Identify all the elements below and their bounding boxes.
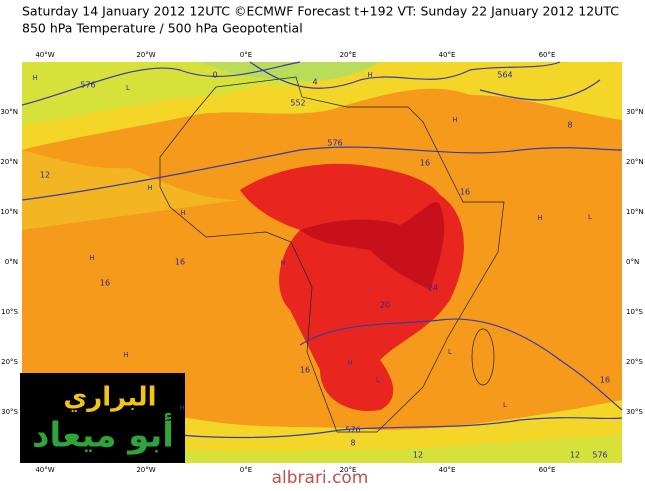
contour-label: 564 bbox=[497, 71, 512, 80]
pressure-center: H bbox=[347, 359, 352, 367]
coastline bbox=[159, 76, 505, 433]
pressure-center: L bbox=[448, 348, 452, 356]
pressure-center: H bbox=[280, 259, 285, 267]
contour-label: 576 bbox=[345, 426, 360, 435]
pressure-center: L bbox=[588, 213, 592, 221]
contour-label: 4 bbox=[312, 78, 317, 87]
pressure-center: H bbox=[89, 254, 94, 262]
title-line1: Saturday 14 January 2012 12UTC ©ECMWF Fo… bbox=[22, 4, 619, 19]
contour-label: 16 bbox=[420, 159, 430, 168]
latitude-label: 30°S bbox=[626, 408, 643, 416]
contour-line bbox=[299, 318, 623, 411]
contour-label: 8 bbox=[350, 439, 355, 448]
latitude-label: 20°S bbox=[626, 358, 643, 366]
pressure-center: L bbox=[503, 401, 507, 409]
latitude-label: 10°N bbox=[626, 208, 644, 216]
contour-label: 16 bbox=[300, 366, 310, 375]
logo-box bbox=[20, 373, 185, 463]
contour-line bbox=[21, 146, 623, 201]
pressure-center: H bbox=[179, 404, 184, 412]
pressure-center: H bbox=[367, 71, 372, 79]
latitude-label: 30°N bbox=[0, 108, 18, 116]
latitude-label: 20°N bbox=[0, 158, 18, 166]
contour-label: 8 bbox=[567, 121, 572, 130]
logo-line2: أبو ميعاد bbox=[32, 413, 174, 456]
longitude-label: 0°E bbox=[240, 51, 252, 59]
longitude-label: 20°W bbox=[136, 51, 155, 59]
contour-label: 12 bbox=[570, 451, 580, 460]
longitude-label: 0°E bbox=[240, 466, 252, 474]
trade-band bbox=[22, 150, 240, 230]
contour-label: 16 bbox=[460, 188, 470, 197]
longitude-label: 40°E bbox=[439, 51, 456, 59]
longitude-label: 40°W bbox=[35, 51, 54, 59]
longitude-label: 20°E bbox=[340, 51, 357, 59]
contour-label: 12 bbox=[40, 171, 50, 180]
longitude-label: 40°W bbox=[35, 466, 54, 474]
contour-label: 552 bbox=[290, 99, 305, 108]
pressure-center: H bbox=[147, 184, 152, 192]
latitude-label: 20°N bbox=[626, 158, 644, 166]
contour-line bbox=[139, 417, 623, 439]
longitude-label: 60°E bbox=[539, 51, 556, 59]
logo-line1: البراري bbox=[63, 383, 156, 413]
contour-label: 16 bbox=[175, 258, 185, 267]
latitude-label: 10°S bbox=[626, 308, 643, 316]
title-line2: 850 hPa Temperature / 500 hPa Geopotenti… bbox=[22, 21, 303, 36]
latitude-label: 20°S bbox=[1, 358, 18, 366]
contour-line bbox=[249, 61, 561, 89]
cold-band bbox=[200, 62, 380, 82]
contours bbox=[21, 61, 623, 439]
watermark: albrari.com bbox=[272, 468, 369, 487]
pressure-center: L bbox=[126, 84, 130, 92]
longitude-label: 60°E bbox=[539, 466, 556, 474]
hottest-region bbox=[300, 202, 445, 290]
contour-label: 16 bbox=[100, 279, 110, 288]
contour-label: 24 bbox=[428, 284, 438, 293]
pressure-center: H bbox=[452, 116, 457, 124]
contour-label: 576 bbox=[592, 451, 607, 460]
latitude-label: 0°N bbox=[626, 258, 639, 266]
latitude-label: 30°N bbox=[626, 108, 644, 116]
latitude-label: 30°S bbox=[1, 408, 18, 416]
contour-label: 576 bbox=[80, 81, 95, 90]
contour-label: 12 bbox=[413, 451, 423, 460]
contour-label: 0 bbox=[212, 71, 217, 80]
pressure-center: L bbox=[376, 376, 380, 384]
latitude-label: 10°N bbox=[0, 208, 18, 216]
latitude-label: 10°S bbox=[1, 308, 18, 316]
contour-label: 20 bbox=[380, 301, 390, 310]
contour-label: 16 bbox=[600, 376, 610, 385]
madagascar-coast bbox=[471, 328, 495, 386]
pressure-center: H bbox=[180, 209, 185, 217]
contour-line bbox=[21, 61, 301, 106]
pressure-center: H bbox=[123, 351, 128, 359]
latitude-label: 0°N bbox=[5, 258, 18, 266]
pressure-center: H bbox=[537, 214, 542, 222]
longitude-label: 20°E bbox=[340, 466, 357, 474]
contour-label: 576 bbox=[327, 139, 342, 148]
contour-line bbox=[479, 79, 601, 101]
longitude-label: 40°E bbox=[439, 466, 456, 474]
longitude-label: 20°W bbox=[136, 466, 155, 474]
pressure-center: H bbox=[32, 74, 37, 82]
